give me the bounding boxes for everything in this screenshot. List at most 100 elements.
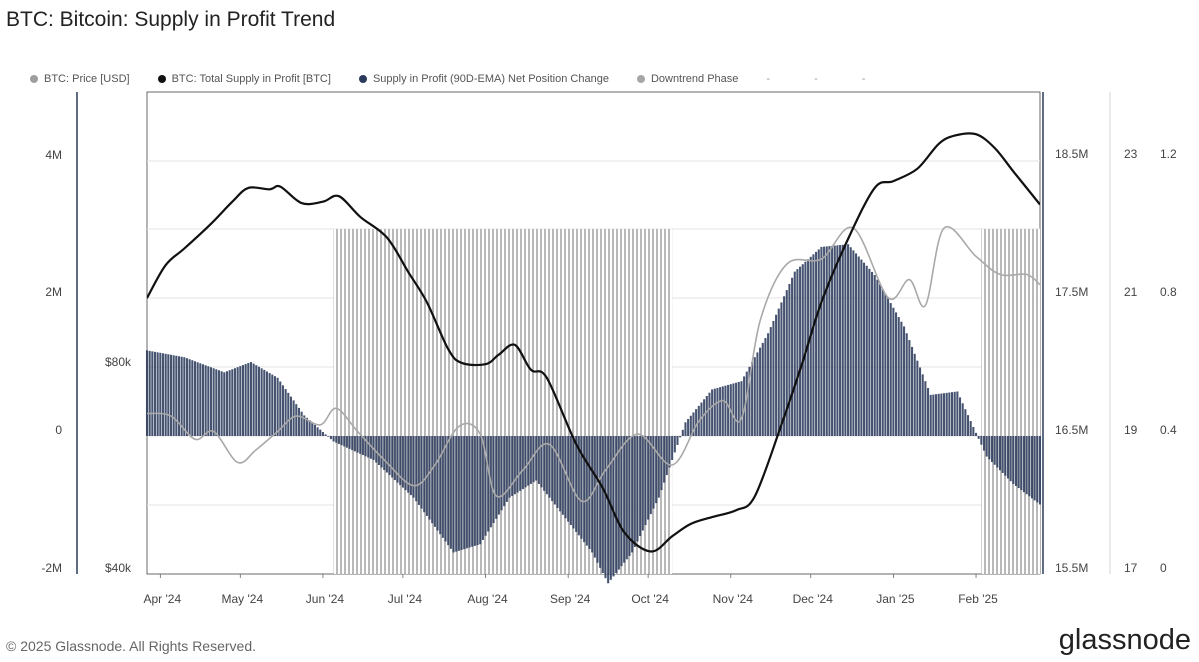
legend-label-downtrend: Downtrend Phase bbox=[650, 73, 739, 85]
net-change-bar bbox=[857, 256, 860, 436]
net-change-bar bbox=[953, 391, 956, 436]
net-change-bar bbox=[974, 432, 978, 436]
net-change-bar bbox=[343, 436, 346, 447]
net-change-bar bbox=[180, 356, 183, 436]
net-change-bar bbox=[340, 436, 343, 446]
net-change-bar bbox=[660, 436, 663, 491]
net-change-bar bbox=[855, 253, 858, 436]
net-change-bar bbox=[948, 392, 951, 436]
x-tick-label: Aug '24 bbox=[467, 592, 508, 606]
net-change-bar bbox=[332, 436, 335, 442]
net-change-bar bbox=[431, 436, 434, 524]
legend-item-supply[interactable]: BTC: Total Supply in Profit [BTC] bbox=[157, 73, 331, 85]
net-change-bar bbox=[671, 436, 674, 460]
net-change-bar bbox=[993, 436, 996, 465]
net-change-bar bbox=[191, 360, 194, 436]
net-change-bar bbox=[543, 436, 546, 491]
net-change-bar bbox=[516, 436, 519, 493]
aux2-tick-label: 0.8 bbox=[1160, 285, 1177, 299]
net-change-bar bbox=[284, 389, 287, 436]
net-change-bar bbox=[252, 363, 255, 436]
net-change-bar bbox=[708, 392, 711, 436]
net-change-bar bbox=[364, 436, 367, 457]
net-change-bar bbox=[873, 275, 876, 436]
net-change-bar bbox=[900, 321, 903, 436]
net-change-bar bbox=[663, 436, 666, 483]
legend: BTC: Price [USD] BTC: Total Supply in Pr… bbox=[30, 73, 909, 85]
net-change-bar bbox=[985, 436, 988, 457]
net-change-bar bbox=[727, 384, 730, 436]
net-change-bar bbox=[673, 436, 676, 453]
net-change-bar bbox=[633, 436, 636, 547]
net-change-bar bbox=[839, 245, 842, 436]
net-change-bar bbox=[289, 396, 292, 436]
price-tick-label: $80k bbox=[105, 355, 132, 369]
net-change-bar bbox=[977, 436, 980, 439]
net-change-bar bbox=[961, 403, 964, 436]
net-change-bar bbox=[305, 417, 308, 436]
net-change-bar bbox=[745, 371, 748, 436]
net-change-bar bbox=[636, 436, 639, 542]
aux2-tick-label: 1.2 bbox=[1160, 147, 1177, 161]
net-change-bar bbox=[447, 436, 450, 546]
net-change-bar bbox=[593, 436, 596, 558]
net-change-bar bbox=[505, 436, 508, 502]
net-change-bar bbox=[172, 355, 175, 436]
downtrend-phase-2 bbox=[981, 229, 1040, 574]
net-change-bar bbox=[599, 436, 602, 568]
net-change-bar bbox=[596, 436, 599, 563]
supply-tick-label: 18.5M bbox=[1055, 147, 1088, 161]
net-change-bar bbox=[852, 250, 855, 436]
net-change-bar bbox=[420, 436, 423, 509]
net-change-bar bbox=[932, 394, 935, 436]
x-tick-label: Jun '24 bbox=[306, 592, 345, 606]
x-tick-label: Dec '24 bbox=[793, 592, 834, 606]
net-change-bar bbox=[990, 436, 994, 463]
net-change-bar bbox=[929, 394, 932, 436]
net-change-bar bbox=[316, 427, 319, 436]
net-change-bar bbox=[815, 251, 818, 436]
net-change-bar bbox=[436, 436, 439, 531]
legend-item-price[interactable]: BTC: Price [USD] bbox=[30, 73, 130, 85]
net-change-bar bbox=[559, 436, 562, 512]
net-change-bar bbox=[639, 436, 642, 537]
net-change-bar bbox=[361, 436, 364, 456]
net-change-bar bbox=[151, 351, 154, 436]
net-change-bar bbox=[695, 409, 698, 436]
net-change-bar bbox=[649, 436, 652, 515]
net-change-bar bbox=[212, 368, 215, 436]
net-change-bar bbox=[556, 436, 559, 508]
net-change-bar bbox=[804, 261, 807, 436]
net-change-bar bbox=[623, 436, 626, 563]
x-tick-label: Nov '24 bbox=[713, 592, 754, 606]
net-change-bar bbox=[404, 436, 407, 491]
net-change-bar bbox=[887, 298, 890, 436]
net-change-bar bbox=[239, 366, 242, 436]
net-change-bar bbox=[884, 293, 887, 436]
price-line bbox=[147, 225, 1040, 503]
net-change-bar bbox=[521, 436, 524, 490]
net-change-bar bbox=[508, 436, 511, 498]
legend-placeholder-2: - bbox=[814, 73, 818, 85]
legend-item-net-change[interactable]: Supply in Profit (90D-EMA) Net Position … bbox=[358, 73, 609, 85]
net-change-bar bbox=[407, 436, 410, 493]
net-change-bar bbox=[228, 370, 231, 436]
net-change-bar bbox=[335, 436, 338, 443]
legend-label-supply: BTC: Total Supply in Profit [BTC] bbox=[171, 73, 331, 85]
net-change-bar bbox=[1017, 436, 1020, 489]
net-change-bar bbox=[809, 256, 812, 436]
net-change-bar bbox=[612, 436, 615, 577]
net-change-bar bbox=[439, 436, 442, 535]
net-change-bar bbox=[868, 268, 871, 436]
net-change-bar bbox=[703, 399, 706, 436]
legend-item-downtrend[interactable]: Downtrend Phase bbox=[636, 73, 739, 85]
legend-placeholder-3: - bbox=[861, 73, 866, 85]
net-change-bar bbox=[345, 436, 348, 448]
net-change-bar bbox=[956, 391, 959, 436]
net-change-bar bbox=[391, 436, 394, 478]
net-change-bar bbox=[1006, 436, 1010, 479]
net-change-bar bbox=[169, 354, 173, 436]
net-change-bar bbox=[321, 432, 324, 436]
net-change-bar bbox=[359, 436, 362, 454]
net-change-bar bbox=[553, 436, 556, 505]
